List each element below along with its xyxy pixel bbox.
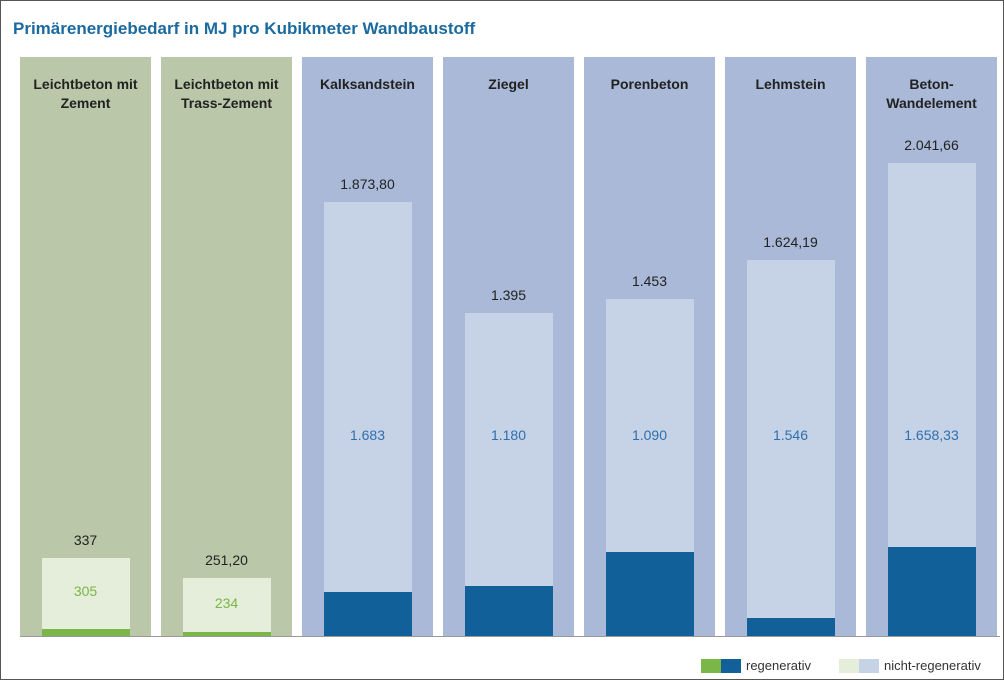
- category-label: Leichtbeton mit Zement: [33, 76, 138, 111]
- bar-segment: [42, 557, 130, 629]
- bar-segment: [888, 547, 976, 636]
- bar-segment: [747, 259, 835, 618]
- category-label: Leichtbeton mit Trass-Zement: [174, 76, 279, 111]
- category-label: Lehmstein: [755, 76, 826, 92]
- bar-segment: [324, 591, 412, 636]
- legend-swatch: [859, 659, 879, 673]
- legend-swatch: [701, 659, 721, 673]
- category-label: Porenbeton: [610, 76, 689, 92]
- bar-segment: [324, 202, 412, 592]
- value-label: 305: [73, 583, 98, 600]
- bar-segment: [888, 163, 976, 548]
- legend-label: regenerativ: [746, 658, 812, 673]
- category-label: Ziegel: [488, 76, 529, 92]
- total-label: 337: [73, 531, 98, 548]
- total-label: 251,20: [205, 551, 248, 568]
- total-label: 1.453: [631, 273, 668, 290]
- bar-segment: [465, 312, 553, 587]
- total-label: 1.873,80: [340, 176, 395, 193]
- total-label: 1.395: [490, 286, 527, 303]
- value-label: 1.658,33: [904, 427, 959, 443]
- bar-segment: [183, 577, 271, 632]
- column-panel: [161, 57, 292, 636]
- column-panel: [20, 57, 151, 636]
- legend-swatch: [721, 659, 741, 673]
- value-label: 1.683: [349, 427, 386, 443]
- category-label: Beton-Wandelement: [886, 76, 977, 111]
- total-label: 1.624,19: [763, 233, 818, 250]
- bar-segment: [606, 299, 694, 552]
- total-label: 2.041,66: [904, 137, 959, 154]
- category-label: Kalksandstein: [320, 76, 415, 92]
- bar-segment: [42, 628, 130, 636]
- bar-segment: [465, 586, 553, 636]
- value-label: 1.546: [772, 427, 809, 443]
- value-label: 234: [214, 594, 239, 611]
- baseline: [20, 636, 1000, 637]
- legend-label: nicht-regenerativ: [884, 658, 981, 673]
- value-label: 1.180: [490, 427, 527, 443]
- bar-segment: [606, 551, 694, 636]
- value-label: 1.090: [631, 427, 668, 443]
- bar-segment: [747, 617, 835, 636]
- legend-swatch: [839, 659, 859, 673]
- bar-segment: [183, 632, 271, 636]
- chart-title: Primärenergiebedarf in MJ pro Kubikmeter…: [13, 19, 476, 38]
